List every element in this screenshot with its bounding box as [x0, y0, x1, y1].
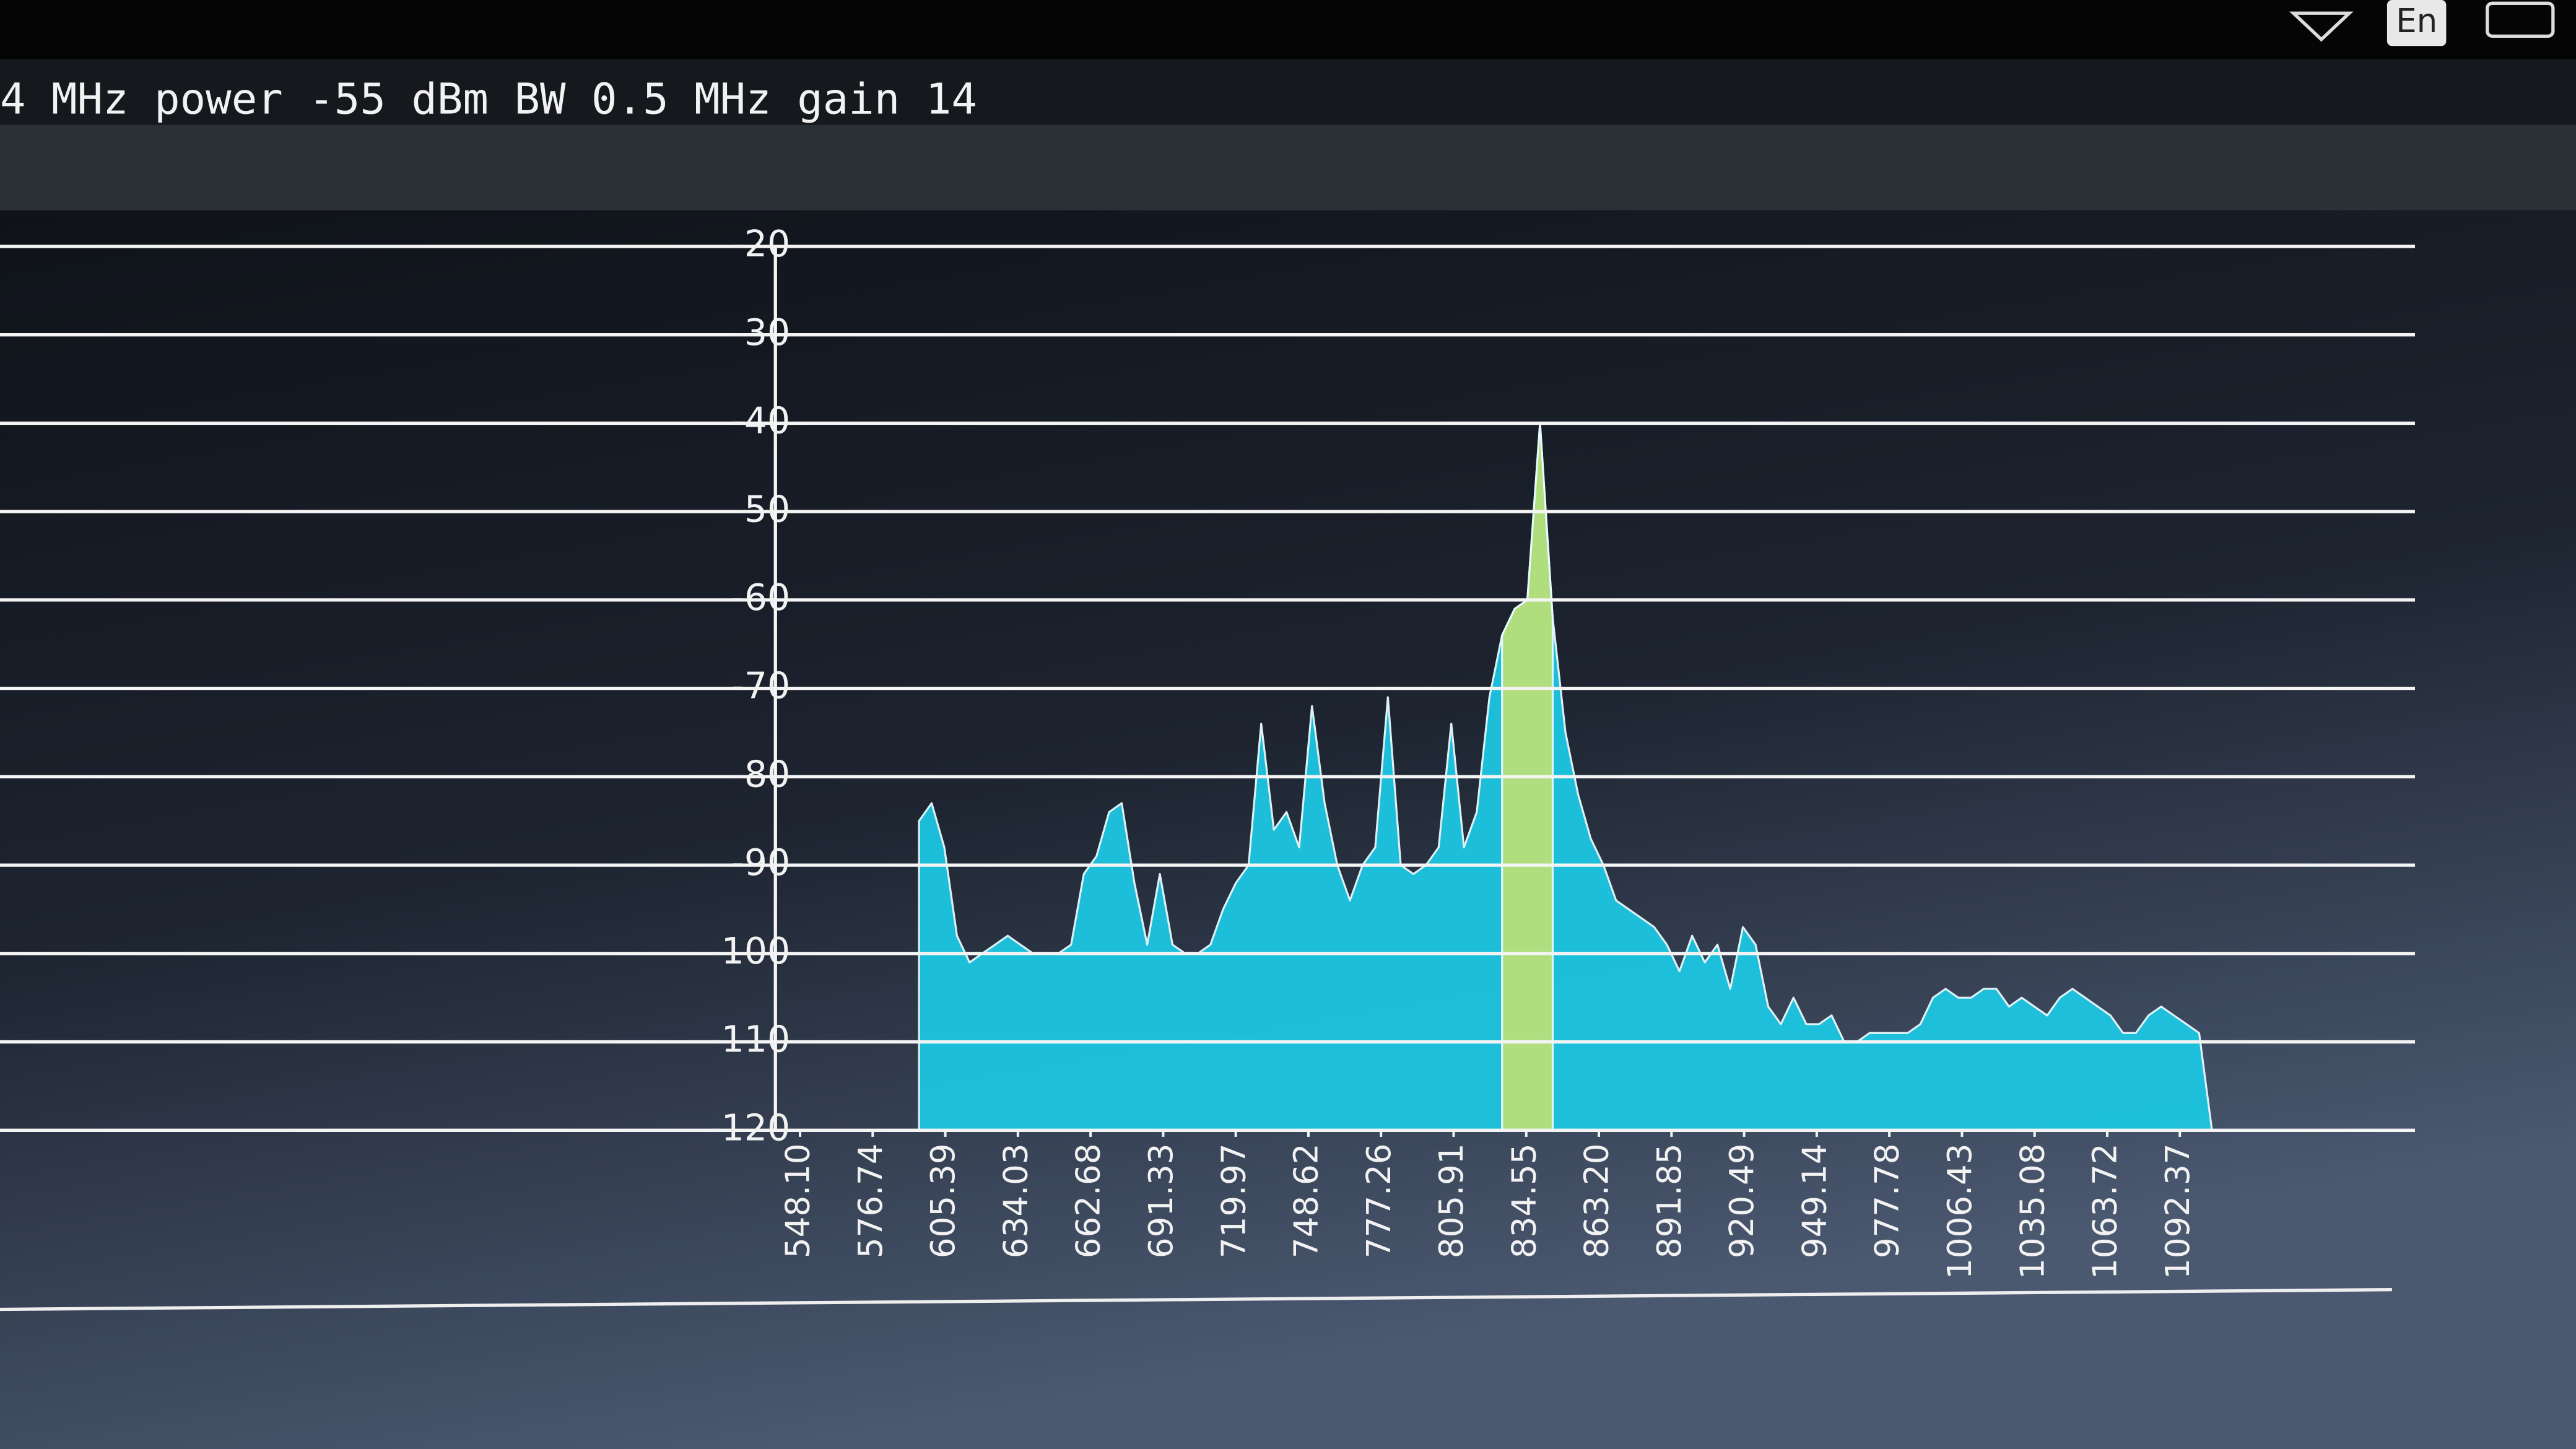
y-tick-label: -60: [731, 577, 790, 619]
y-tick-label: -100: [708, 930, 790, 972]
x-tick-label: 691.33: [1142, 1144, 1180, 1259]
x-tick-label: 748.62: [1287, 1144, 1326, 1259]
plot: -20 -30 -40 -50 -60 -70 -80 -90 -100 -110 -120548.…: [0, 223, 2415, 1279]
x-tick-label: 805.91: [1432, 1144, 1471, 1259]
x-tick-label: 1035.08: [2013, 1144, 2052, 1279]
keyboard-label: En: [2396, 2, 2437, 40]
x-tick-label: 548.10: [779, 1144, 817, 1259]
x-tick-label: 662.68: [1069, 1144, 1108, 1259]
x-tick-label: 863.20: [1578, 1144, 1616, 1259]
y-tick-label: -80: [731, 753, 790, 795]
battery-icon: [2486, 1, 2555, 38]
y-tick-label: -70: [731, 665, 790, 707]
x-tick-label: 977.78: [1868, 1144, 1907, 1259]
header-bar: [0, 59, 2576, 125]
x-tick-label: 891.85: [1650, 1144, 1689, 1259]
x-tick-label: 1006.43: [1941, 1144, 1979, 1279]
keyboard-badge: [2387, 0, 2447, 46]
x-tick-label: 777.26: [1360, 1144, 1398, 1259]
y-tick-label: -120: [708, 1107, 790, 1149]
x-tick-label: 605.39: [924, 1144, 962, 1259]
x-tick-label: 1063.72: [2086, 1144, 2125, 1279]
y-tick-label: -40: [731, 400, 790, 442]
x-tick-label: 719.97: [1214, 1144, 1253, 1259]
x-tick-label: 1092.37: [2159, 1144, 2197, 1279]
y-tick-label: -30: [731, 311, 790, 354]
x-tick-label: 920.49: [1723, 1144, 1761, 1259]
y-tick-label: -50: [731, 488, 790, 530]
y-tick-label: -90: [731, 842, 790, 884]
toolbar: [0, 124, 2576, 211]
x-tick-label: 634.03: [996, 1144, 1035, 1259]
y-tick-label: -110: [708, 1019, 790, 1061]
x-tick-label: 834.55: [1505, 1144, 1543, 1259]
y-tick-label: -20: [731, 223, 790, 265]
separator: [0, 1288, 2392, 1312]
x-tick-label: 576.74: [851, 1144, 890, 1259]
wifi-icon: [2289, 11, 2354, 42]
header-text: 4 MHz power -55 dBm BW 0.5 MHz gain 14: [0, 75, 977, 124]
status-bar: [0, 0, 2576, 59]
x-tick-label: 949.14: [1795, 1144, 1834, 1259]
